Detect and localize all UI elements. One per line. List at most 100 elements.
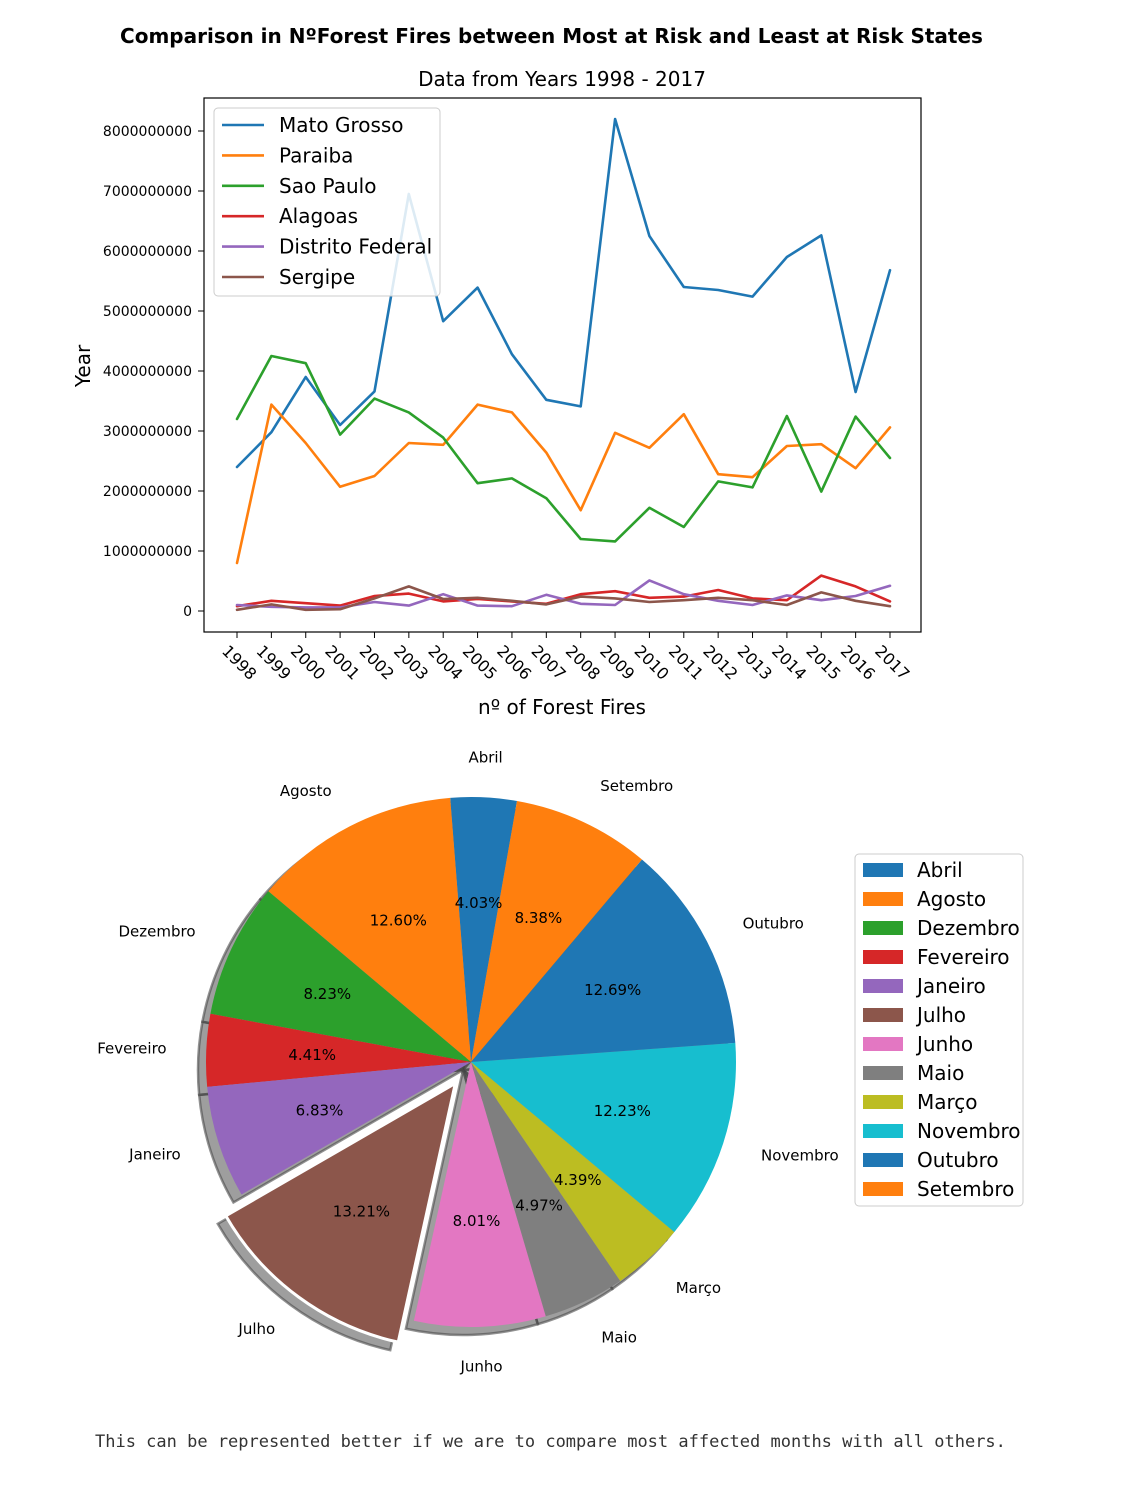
y-tick-label: 6000000000 [103, 244, 192, 260]
slice-label: Junho [459, 1358, 502, 1376]
figure-title: Comparison in NºForest Fires between Mos… [120, 24, 983, 48]
series-line-2 [235, 354, 892, 543]
pct-label: 12.69% [584, 981, 641, 999]
slice-label: Novembro [761, 1147, 839, 1165]
pie-legend-label-8: Março [917, 1090, 978, 1114]
slice-label: Abril [468, 749, 502, 767]
y-tick-label: 1000000000 [103, 544, 192, 560]
y-axis-label: Year [71, 344, 95, 388]
pie-legend-box [854, 853, 1024, 1207]
x-tick-label: 1999 [253, 641, 295, 683]
slice-label: Dezembro [118, 923, 195, 941]
pct-label: 13.21% [333, 1203, 390, 1221]
wedge-maio [471, 1062, 621, 1317]
x-tick-label: 2015 [802, 641, 844, 683]
slice-label: Fevereiro [97, 1040, 166, 1058]
pct-label: 6.83% [296, 1101, 344, 1119]
legend-label-2: Sao Paulo [279, 174, 376, 198]
pie-legend-label-4: Janeiro [915, 974, 986, 998]
pct-label: 4.39% [554, 1171, 602, 1189]
line-chart: Data from Years 1998 - 2017 0 1000000000 2… [71, 67, 922, 719]
pie-legend-label-7: Maio [917, 1061, 964, 1085]
pie-legend-swatch-2 [863, 921, 903, 935]
x-tick-label: 2010 [631, 641, 673, 683]
caption-text: This can be represented better if we are… [95, 1432, 1006, 1452]
slice-label: Setembro [600, 777, 673, 795]
x-tick-label: 2008 [562, 641, 604, 683]
series-line-0 [235, 117, 892, 469]
pie-legend-label-1: Agosto [917, 887, 986, 911]
wedge-abril [450, 797, 518, 1062]
x-tick-label: 2017 [871, 641, 913, 683]
wedge-dezembro [210, 891, 471, 1062]
x-tick-label: 2004 [424, 641, 466, 683]
pie-legend-swatch-8 [863, 1095, 903, 1109]
x-tick-label: 2016 [837, 641, 879, 683]
series-lines [235, 117, 892, 612]
wedge-março [471, 1062, 675, 1281]
legend-box [213, 107, 441, 297]
pct-label: 8.38% [515, 909, 563, 927]
y-tick-label: 3000000000 [103, 424, 192, 440]
legend-label-3: Alagoas [279, 204, 358, 228]
pie-legend-swatch-11 [863, 1182, 903, 1196]
legend-label-1: Paraiba [279, 143, 353, 167]
y-tick-label: 8000000000 [103, 124, 192, 140]
wedge-outubro [471, 859, 736, 1062]
pie-legend-label-9: Novembro [917, 1119, 1021, 1143]
pie-legend-label-10: Outubro [917, 1148, 999, 1172]
x-tick-label: 2002 [356, 641, 398, 683]
wedge-janeiro [207, 1062, 472, 1195]
x-tick-label: 2009 [596, 641, 638, 683]
pie-legend-swatch-6 [863, 1037, 903, 1051]
slice-label: Março [676, 1279, 721, 1297]
pct-label: 8.01% [453, 1212, 501, 1230]
pie-labels: 4.03% Abril 12.60% Agosto 8.23% Dezembro 4.41%… [97, 749, 838, 1376]
y-tick-label: 4000000000 [103, 364, 192, 380]
pie-legend-swatch-5 [863, 1008, 903, 1022]
x-tick-label: 2005 [459, 641, 501, 683]
line-legend: Mato Grosso Paraiba Sao Paulo Alagoas Distri… [213, 107, 441, 297]
legend-label-0: Mato Grosso [279, 113, 404, 137]
wedge-agosto [268, 797, 471, 1062]
wedge-setembro [471, 801, 642, 1062]
series-line-5 [235, 585, 892, 612]
pct-label: 12.60% [370, 912, 427, 930]
x-tick-label: 2001 [321, 641, 363, 683]
line-chart-title: Data from Years 1998 - 2017 [418, 67, 706, 91]
series-line-1 [235, 403, 892, 565]
x-tick-label: 2013 [734, 641, 776, 683]
wedge-novembro [471, 1042, 736, 1232]
legend-label-5: Sergipe [279, 265, 355, 289]
x-tick-label: 2011 [665, 641, 707, 683]
slice-label: Janeiro [128, 1146, 181, 1164]
pie-legend-swatch-10 [863, 1153, 903, 1167]
pct-label: 4.03% [455, 894, 503, 912]
x-tick-label: 2006 [493, 641, 535, 683]
plot-frame [203, 97, 922, 633]
pie-legend-label-2: Dezembro [917, 916, 1020, 940]
pie-legend-label-6: Junho [915, 1032, 973, 1056]
pie-legend-swatch-0 [863, 863, 903, 877]
x-axis-label: nº of Forest Fires [478, 695, 646, 719]
pct-label: 4.41% [288, 1046, 336, 1064]
pie-legend-label-3: Fevereiro [917, 945, 1010, 969]
pie-legend-swatch-4 [863, 979, 903, 993]
wedge-julho [223, 1080, 458, 1344]
pct-label: 8.23% [303, 985, 351, 1003]
slice-label: Outubro [743, 915, 804, 933]
pct-label: 12.23% [594, 1102, 651, 1120]
legend-label-4: Distrito Federal [279, 235, 432, 259]
y-tick-label: 2000000000 [103, 484, 192, 500]
pie-legend-swatch-7 [863, 1066, 903, 1080]
y-tick-label: 0 [183, 604, 192, 620]
x-tick-label: 2000 [287, 641, 329, 683]
x-tick-label: 1998 [218, 641, 260, 683]
slice-label: Julho [237, 1320, 275, 1338]
pie-legend-swatch-9 [863, 1124, 903, 1138]
pct-label: 4.97% [515, 1197, 563, 1215]
wedge-junho [413, 1062, 546, 1328]
pie-chart: 4.03% Abril 12.60% Agosto 8.23% Dezembro 4.41%… [97, 749, 1024, 1376]
pie-legend-label-0: Abril [917, 858, 963, 882]
x-tick-label: 2012 [699, 641, 741, 683]
